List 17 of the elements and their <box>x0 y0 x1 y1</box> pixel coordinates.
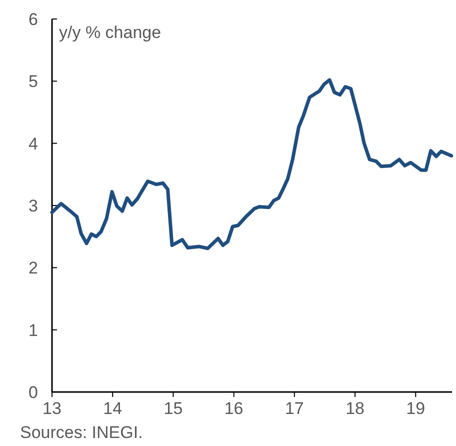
x-tick-label: 14 <box>103 399 122 418</box>
line-series <box>50 78 454 250</box>
y-tick-label: 1 <box>28 320 38 340</box>
y-tick-label: 4 <box>28 134 38 154</box>
x-tick-label: 16 <box>224 399 244 418</box>
y-tick-label: 6 <box>28 10 38 29</box>
x-tick-label: 13 <box>42 399 62 418</box>
source-note: Sources: INEGI. <box>20 423 143 442</box>
y-tick-label: 3 <box>28 196 38 216</box>
y-tick-label: 0 <box>28 382 38 402</box>
y-tick-label: 5 <box>28 72 38 92</box>
y-tick-label: 2 <box>28 258 38 278</box>
y-axis-title: y/y % change <box>59 23 162 42</box>
x-tick-label: 15 <box>164 399 183 418</box>
x-tick-label: 19 <box>406 399 426 418</box>
x-tick-label: 17 <box>284 399 304 418</box>
x-tick-label: 18 <box>346 399 364 418</box>
